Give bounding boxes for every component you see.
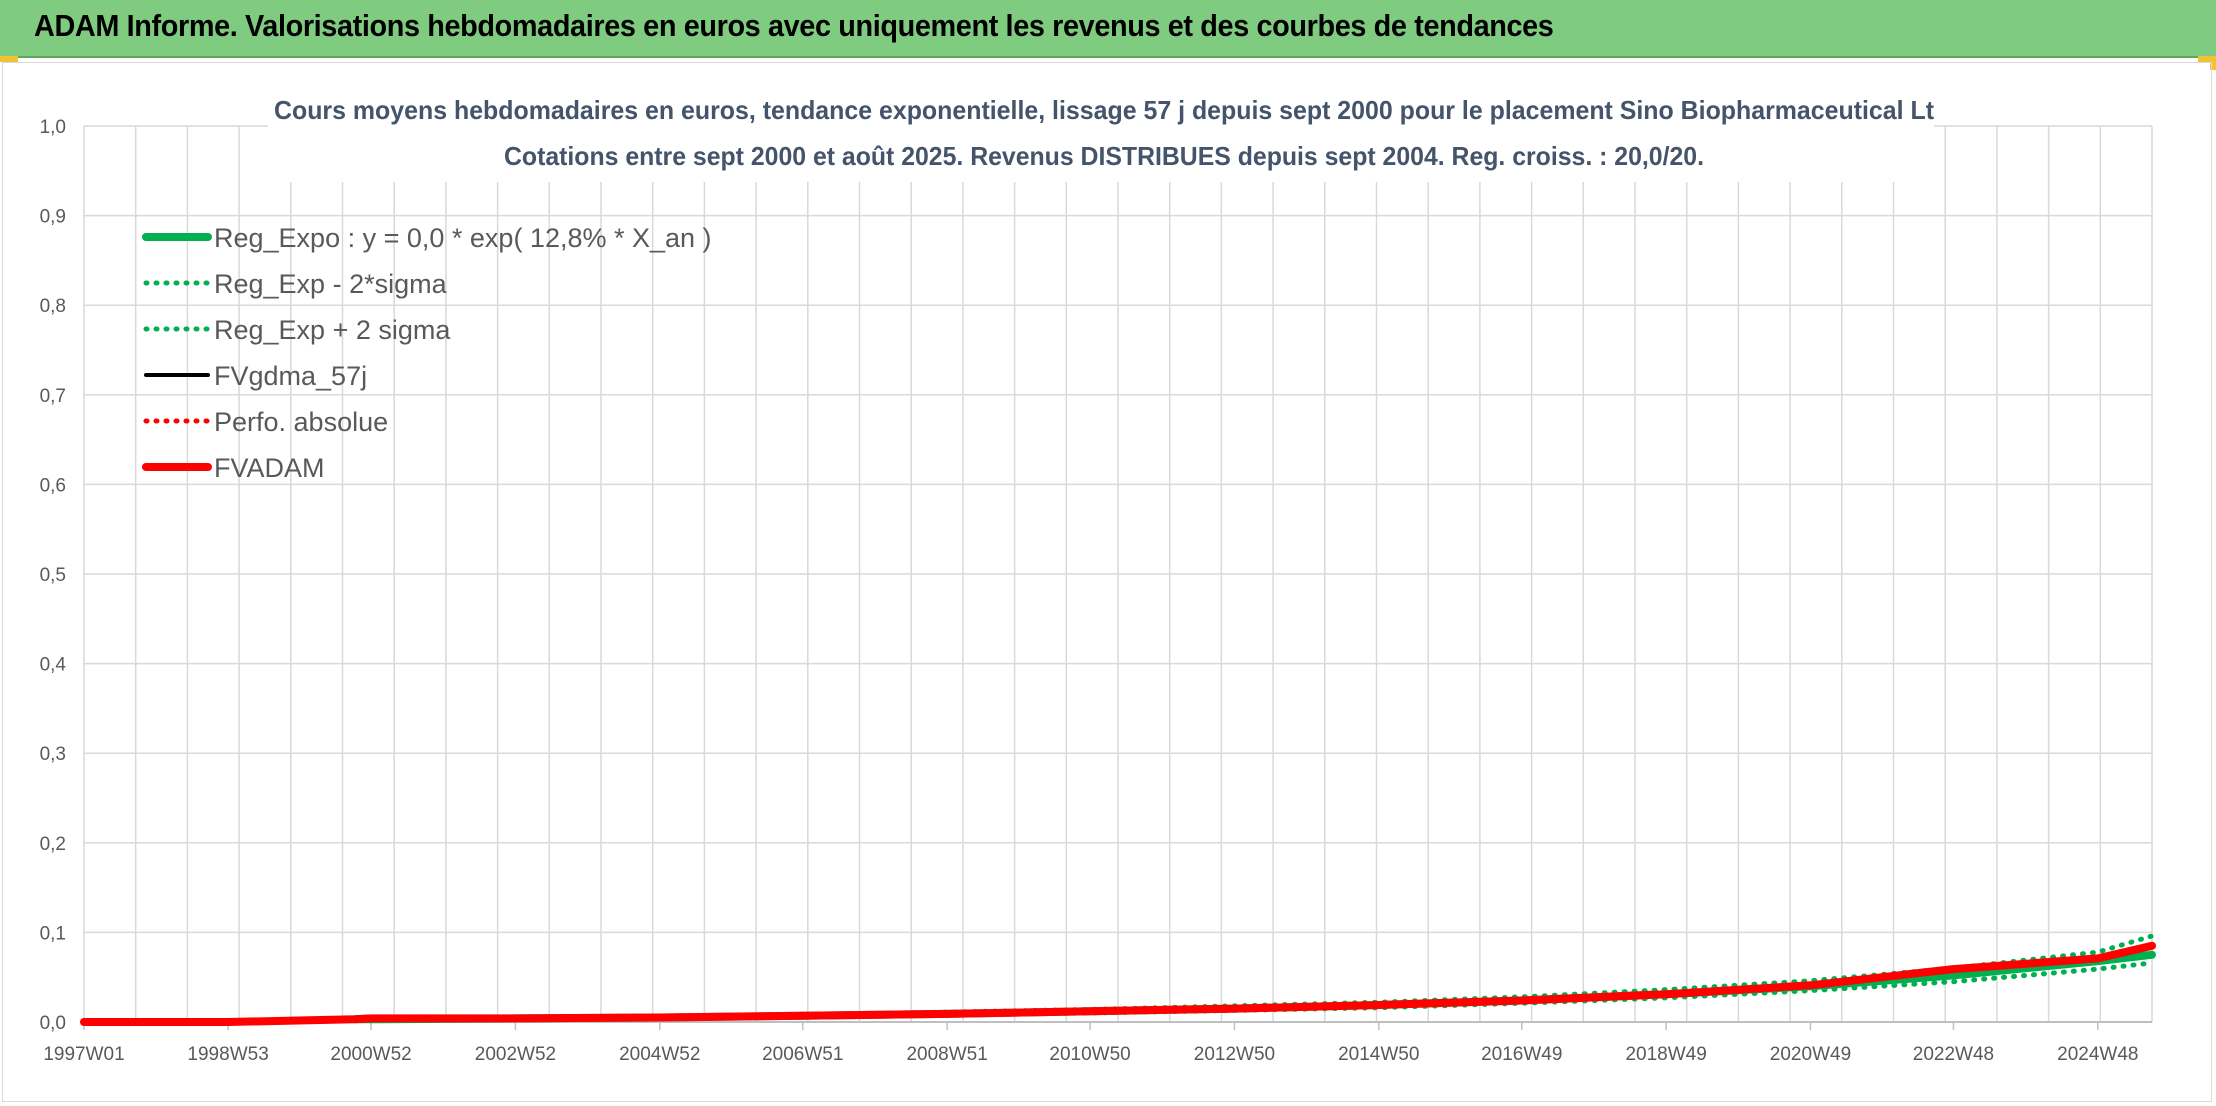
x-tick-label: 2008W51: [906, 1044, 987, 1065]
report-title: ADAM Informe. Valorisations hebdomadaire…: [34, 8, 1554, 43]
x-tick-label: 2002W52: [475, 1044, 556, 1065]
series-line-5: [80, 941, 2156, 1026]
y-tick-label: 0,4: [40, 655, 67, 676]
x-tick-label: 2012W50: [1194, 1044, 1275, 1065]
x-tick-label: 2004W52: [619, 1044, 700, 1065]
y-tick-label: 0,3: [40, 744, 66, 765]
corner-accent-left: [0, 56, 18, 62]
x-tick-label: 2010W50: [1049, 1044, 1130, 1065]
x-axis-ticks: 1997W01 1998W53 2000W52 2002W52 2004W52 2006W…: [43, 1021, 2152, 1065]
chart-frame: [2, 62, 2212, 1102]
x-tick-label: 2024W48: [2057, 1044, 2138, 1065]
y-tick-label: 0,0: [40, 1013, 66, 1034]
x-tick-label: 2006W51: [762, 1044, 843, 1065]
chart-gridlines: [83, 125, 2153, 1023]
chart-legend: Reg_Expo : y = 0,0 * exp( 12,8% * X_an )…: [142, 223, 712, 483]
corner-accent-right: [2198, 56, 2216, 62]
x-tick-label: 1997W01: [43, 1044, 124, 1065]
y-tick-label: 0,9: [40, 207, 66, 228]
x-tick-label: 1998W53: [187, 1044, 268, 1065]
chart-series: [80, 933, 2156, 1026]
chart-title-line-2: Cotations entre sept 2000 et août 2025. …: [504, 141, 1704, 171]
corner-accent-right-side: [2210, 56, 2216, 70]
y-tick-label: 0,1: [40, 923, 66, 944]
legend-label-5: FVADAM: [214, 453, 325, 483]
y-tick-label: 0,8: [40, 296, 66, 317]
x-tick-label: 2000W52: [330, 1044, 411, 1065]
y-tick-label: 0,5: [40, 565, 66, 586]
x-tick-label: 2014W50: [1338, 1044, 1419, 1065]
legend-label-2: Reg_Exp + 2 sigma: [214, 315, 451, 345]
x-tick-label: 2020W49: [1770, 1044, 1851, 1065]
y-axis-ticks: 0,0 0,1 0,2 0,3 0,4 0,5 0,6 0,7 0,8 0,9 1,0: [40, 117, 67, 1034]
x-tick-label: 2022W48: [1913, 1044, 1994, 1065]
y-tick-label: 0,2: [40, 834, 66, 855]
y-tick-label: 0,7: [40, 386, 66, 407]
y-tick-label: 0,6: [40, 475, 66, 496]
y-tick-label: 1,0: [40, 117, 66, 138]
legend-label-0: Reg_Expo : y = 0,0 * exp( 12,8% * X_an ): [214, 223, 712, 253]
chart-title-line-1: Cours moyens hebdomadaires en euros, ten…: [274, 95, 1934, 125]
report-banner: ADAM Informe. Valorisations hebdomadaire…: [0, 0, 2216, 58]
legend-label-1: Reg_Exp - 2*sigma: [214, 269, 448, 299]
x-tick-label: 2016W49: [1481, 1044, 1562, 1065]
title-backdrop: [268, 86, 1934, 182]
legend-label-4: Perfo. absolue: [214, 407, 388, 437]
x-tick-label: 2018W49: [1625, 1044, 1706, 1065]
legend-label-3: FVgdma_57j: [214, 361, 367, 391]
